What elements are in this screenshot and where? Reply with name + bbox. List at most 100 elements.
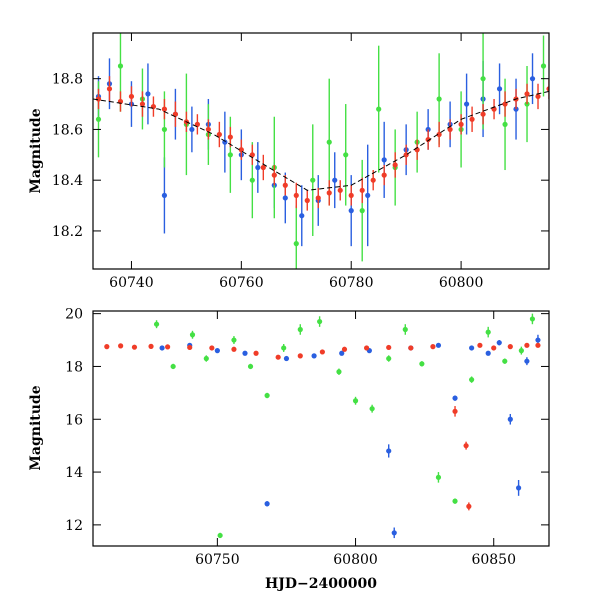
data-point bbox=[189, 332, 196, 338]
data-point bbox=[529, 76, 536, 82]
data-point bbox=[106, 86, 113, 92]
data-point bbox=[480, 111, 486, 117]
data-point bbox=[485, 329, 491, 335]
x-tick-label: 60800 bbox=[333, 552, 378, 568]
data-point bbox=[304, 197, 310, 204]
data-point bbox=[369, 406, 375, 412]
x-axis-title: HJD−2400000 bbox=[265, 576, 377, 592]
x-tick-label: 60740 bbox=[109, 275, 154, 291]
data-point bbox=[452, 408, 458, 414]
data-point bbox=[172, 111, 179, 117]
data-point bbox=[469, 345, 475, 351]
data-point bbox=[352, 398, 359, 404]
top-panel-frame bbox=[92, 32, 550, 270]
data-point bbox=[507, 416, 513, 422]
data-point bbox=[518, 348, 524, 354]
data-point bbox=[161, 126, 168, 133]
data-point bbox=[365, 192, 371, 199]
data-point bbox=[283, 355, 290, 362]
bottom-series-0 bbox=[153, 313, 536, 539]
data-point bbox=[386, 448, 392, 454]
data-point bbox=[502, 358, 508, 364]
top-panel-marks bbox=[93, 33, 549, 269]
data-point bbox=[529, 316, 536, 322]
data-point bbox=[326, 190, 332, 196]
data-point bbox=[381, 172, 387, 178]
data-point bbox=[299, 213, 305, 219]
data-point bbox=[95, 96, 102, 102]
data-point bbox=[189, 126, 195, 133]
data-point bbox=[282, 182, 288, 188]
data-point bbox=[381, 157, 387, 163]
bottom-panel-ticks: 60750 60800 60850 12 14 16 18 20 bbox=[65, 307, 549, 568]
data-point bbox=[402, 326, 408, 333]
data-point bbox=[161, 106, 168, 112]
data-point bbox=[271, 172, 277, 178]
bottom-panel-frame bbox=[92, 310, 550, 547]
bottom-panel-marks bbox=[104, 313, 541, 539]
data-point bbox=[348, 192, 354, 199]
data-point bbox=[203, 355, 209, 362]
data-point bbox=[502, 121, 508, 127]
data-point bbox=[238, 147, 244, 153]
data-point bbox=[216, 131, 222, 138]
data-point bbox=[546, 86, 549, 92]
data-point bbox=[326, 139, 332, 145]
data-point bbox=[336, 369, 342, 375]
data-point bbox=[458, 121, 464, 127]
data-point bbox=[104, 344, 110, 350]
data-point bbox=[293, 192, 299, 199]
bottom-series-1 bbox=[159, 334, 541, 539]
data-point bbox=[275, 354, 281, 360]
data-point bbox=[249, 177, 255, 183]
data-point bbox=[466, 503, 472, 509]
x-tick-label: 60800 bbox=[439, 275, 484, 291]
data-point bbox=[496, 340, 502, 346]
top-panel-ticks: 60740 60760 60780 60800 18.2 18.4 18.6 18.8 bbox=[52, 33, 549, 291]
y-tick-label: 18.6 bbox=[52, 122, 83, 138]
data-point bbox=[253, 350, 259, 356]
data-point bbox=[310, 177, 316, 183]
data-point bbox=[165, 344, 171, 350]
data-point bbox=[247, 363, 254, 370]
data-point bbox=[359, 208, 365, 214]
x-tick-label: 60760 bbox=[219, 275, 264, 291]
top-panel: 60740 60760 60780 60800 18.2 18.4 18.6 18.8 Mag… bbox=[28, 32, 550, 291]
data-point bbox=[359, 187, 365, 193]
data-point bbox=[339, 350, 345, 356]
x-tick-label: 60850 bbox=[471, 552, 516, 568]
y-tick-label: 18.8 bbox=[52, 72, 83, 88]
data-point bbox=[332, 177, 338, 183]
data-point bbox=[348, 208, 354, 214]
data-point bbox=[255, 164, 261, 171]
data-point bbox=[477, 342, 483, 348]
data-point bbox=[264, 392, 270, 399]
data-point bbox=[535, 342, 541, 348]
data-point bbox=[249, 152, 255, 158]
data-point bbox=[370, 177, 376, 183]
data-point bbox=[170, 363, 176, 370]
data-point bbox=[311, 353, 317, 359]
bottom-series-2 bbox=[104, 342, 541, 511]
data-point bbox=[194, 121, 200, 127]
data-point bbox=[436, 96, 442, 102]
data-point bbox=[447, 126, 453, 133]
data-point bbox=[264, 501, 270, 507]
data-point bbox=[524, 358, 530, 364]
data-point bbox=[260, 164, 266, 171]
y-tick-label: 14 bbox=[65, 465, 83, 481]
data-point bbox=[281, 345, 287, 351]
data-point bbox=[516, 485, 522, 491]
data-point bbox=[317, 318, 323, 325]
data-point bbox=[469, 377, 475, 383]
data-point bbox=[435, 474, 442, 480]
data-point bbox=[159, 345, 165, 351]
data-point bbox=[297, 326, 303, 333]
data-point bbox=[507, 344, 513, 350]
bottom-panel: 60750 60800 60850 12 14 16 18 20 Magnitude HJD−… bbox=[28, 307, 550, 592]
data-point bbox=[217, 532, 223, 539]
data-point bbox=[337, 187, 343, 193]
x-tick-label: 60750 bbox=[195, 552, 240, 568]
data-point bbox=[452, 498, 458, 504]
top-series-0 bbox=[95, 53, 536, 247]
